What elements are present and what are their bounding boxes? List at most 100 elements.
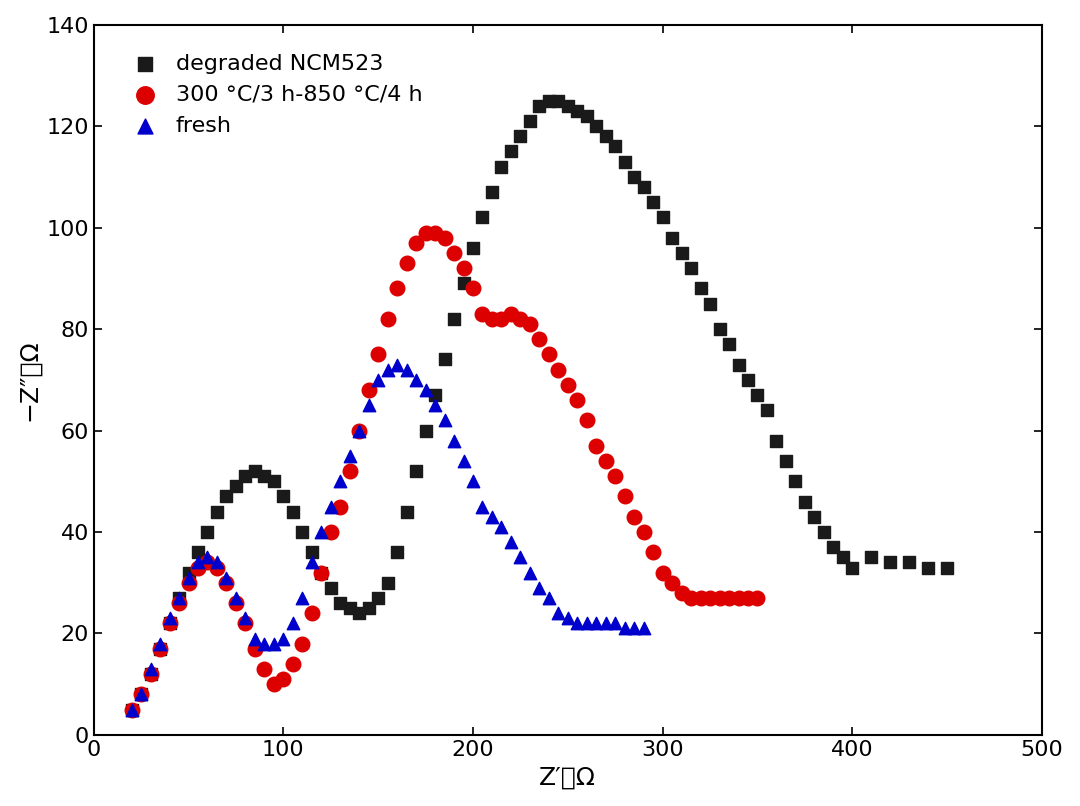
degraded NCM523 — [881, 556, 899, 569]
fresh — [171, 592, 188, 604]
300 °C/3 h-850 °C/4 h — [303, 607, 321, 620]
X-axis label: Z′／Ω: Z′／Ω — [539, 766, 596, 789]
degraded NCM523 — [625, 170, 643, 183]
degraded NCM523 — [332, 596, 349, 609]
degraded NCM523 — [654, 211, 672, 224]
300 °C/3 h-850 °C/4 h — [161, 617, 178, 629]
300 °C/3 h-850 °C/4 h — [389, 282, 406, 295]
300 °C/3 h-850 °C/4 h — [607, 470, 624, 483]
fresh — [266, 638, 283, 650]
300 °C/3 h-850 °C/4 h — [445, 247, 462, 260]
300 °C/3 h-850 °C/4 h — [332, 501, 349, 513]
degraded NCM523 — [588, 119, 605, 132]
degraded NCM523 — [484, 185, 501, 198]
degraded NCM523 — [351, 607, 368, 620]
degraded NCM523 — [597, 130, 615, 143]
fresh — [399, 364, 416, 376]
fresh — [607, 617, 624, 629]
300 °C/3 h-850 °C/4 h — [683, 592, 700, 604]
300 °C/3 h-850 °C/4 h — [369, 348, 387, 361]
fresh — [151, 638, 168, 650]
300 °C/3 h-850 °C/4 h — [180, 576, 198, 589]
degraded NCM523 — [711, 322, 728, 335]
fresh — [445, 434, 462, 447]
300 °C/3 h-850 °C/4 h — [274, 673, 292, 686]
degraded NCM523 — [417, 424, 434, 437]
fresh — [360, 399, 377, 412]
degraded NCM523 — [796, 495, 813, 508]
degraded NCM523 — [274, 490, 292, 503]
degraded NCM523 — [284, 505, 301, 518]
degraded NCM523 — [607, 140, 624, 153]
degraded NCM523 — [208, 505, 226, 518]
fresh — [208, 556, 226, 569]
degraded NCM523 — [692, 282, 710, 295]
degraded NCM523 — [123, 703, 140, 716]
fresh — [312, 526, 329, 538]
300 °C/3 h-850 °C/4 h — [635, 526, 652, 538]
degraded NCM523 — [141, 667, 159, 680]
degraded NCM523 — [825, 541, 842, 554]
degraded NCM523 — [673, 247, 690, 260]
300 °C/3 h-850 °C/4 h — [597, 455, 615, 467]
fresh — [427, 399, 444, 412]
degraded NCM523 — [294, 526, 311, 538]
300 °C/3 h-850 °C/4 h — [720, 592, 738, 604]
300 °C/3 h-850 °C/4 h — [427, 226, 444, 239]
degraded NCM523 — [616, 156, 633, 168]
fresh — [199, 551, 216, 564]
degraded NCM523 — [806, 510, 823, 523]
fresh — [455, 455, 472, 467]
300 °C/3 h-850 °C/4 h — [294, 638, 311, 650]
degraded NCM523 — [312, 566, 329, 579]
fresh — [351, 424, 368, 437]
degraded NCM523 — [901, 556, 918, 569]
300 °C/3 h-850 °C/4 h — [673, 587, 690, 600]
fresh — [341, 450, 359, 463]
fresh — [559, 612, 577, 625]
degraded NCM523 — [502, 145, 519, 158]
fresh — [237, 612, 254, 625]
fresh — [484, 510, 501, 523]
degraded NCM523 — [151, 642, 168, 655]
fresh — [407, 373, 424, 386]
300 °C/3 h-850 °C/4 h — [189, 561, 206, 574]
300 °C/3 h-850 °C/4 h — [218, 576, 235, 589]
fresh — [303, 556, 321, 569]
fresh — [294, 592, 311, 604]
degraded NCM523 — [540, 94, 557, 107]
degraded NCM523 — [778, 455, 795, 467]
fresh — [379, 364, 396, 376]
300 °C/3 h-850 °C/4 h — [246, 642, 264, 655]
300 °C/3 h-850 °C/4 h — [616, 490, 633, 503]
degraded NCM523 — [389, 546, 406, 559]
degraded NCM523 — [863, 551, 880, 564]
300 °C/3 h-850 °C/4 h — [171, 596, 188, 609]
300 °C/3 h-850 °C/4 h — [569, 393, 586, 406]
300 °C/3 h-850 °C/4 h — [654, 566, 672, 579]
degraded NCM523 — [578, 110, 595, 123]
fresh — [274, 632, 292, 645]
degraded NCM523 — [360, 601, 377, 614]
degraded NCM523 — [474, 211, 491, 224]
degraded NCM523 — [748, 388, 766, 401]
fresh — [180, 571, 198, 584]
fresh — [256, 638, 273, 650]
300 °C/3 h-850 °C/4 h — [312, 566, 329, 579]
degraded NCM523 — [550, 94, 567, 107]
fresh — [123, 703, 140, 716]
fresh — [322, 501, 339, 513]
fresh — [246, 632, 264, 645]
300 °C/3 h-850 °C/4 h — [417, 226, 434, 239]
300 °C/3 h-850 °C/4 h — [141, 667, 159, 680]
300 °C/3 h-850 °C/4 h — [379, 313, 396, 326]
degraded NCM523 — [445, 313, 462, 326]
300 °C/3 h-850 °C/4 h — [151, 642, 168, 655]
degraded NCM523 — [322, 581, 339, 594]
degraded NCM523 — [455, 277, 472, 290]
degraded NCM523 — [341, 601, 359, 614]
300 °C/3 h-850 °C/4 h — [474, 307, 491, 320]
degraded NCM523 — [834, 551, 851, 564]
300 °C/3 h-850 °C/4 h — [360, 384, 377, 397]
degraded NCM523 — [189, 546, 206, 559]
